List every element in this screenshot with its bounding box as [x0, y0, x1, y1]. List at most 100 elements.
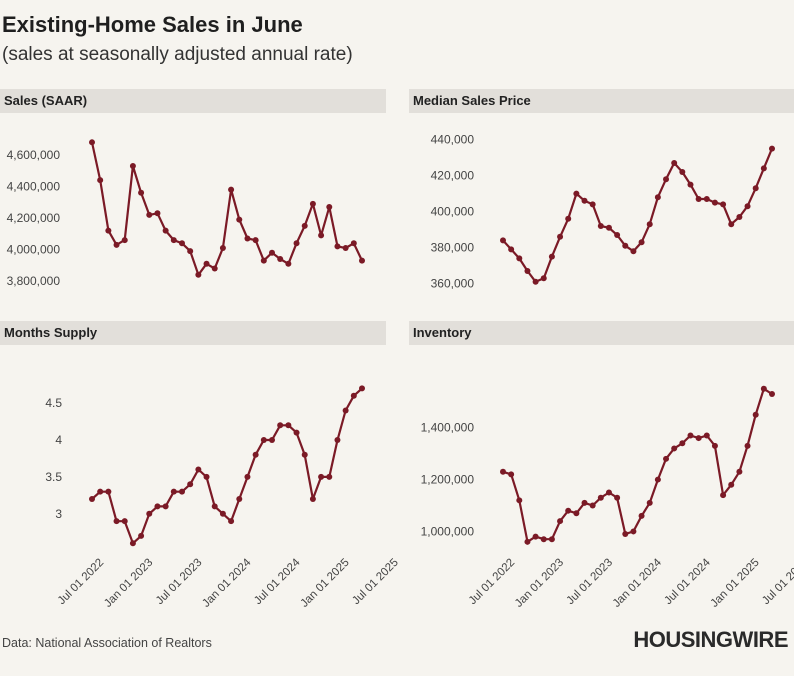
- data-point: [97, 488, 104, 495]
- data-point: [334, 243, 341, 250]
- data-point: [309, 200, 316, 207]
- y-tick-label: 4,200,000: [7, 211, 61, 225]
- panel-title-months-supply: Months Supply: [0, 321, 386, 345]
- sales-chart: 3,800,000 4,000,000 4,200,000 4,400,000 4,60…: [7, 139, 365, 288]
- data-point: [500, 468, 506, 475]
- y-tick-label: 400,000: [431, 205, 475, 219]
- data-point: [516, 497, 523, 504]
- y-tick-label: 440,000: [431, 133, 475, 147]
- data-point: [516, 255, 523, 262]
- data-point: [129, 540, 136, 547]
- data-point: [679, 440, 686, 447]
- data-point: [540, 275, 547, 282]
- data-point: [203, 260, 210, 267]
- data-point: [769, 145, 775, 152]
- data-point: [309, 496, 316, 503]
- x-tick-label: Jul 01 2022: [467, 557, 518, 608]
- data-point: [720, 201, 727, 208]
- chart-title: Existing-Home Sales in June: [2, 12, 303, 37]
- data-point: [581, 499, 588, 506]
- data-point: [597, 223, 604, 229]
- data-point: [138, 189, 145, 196]
- data-point: [129, 162, 136, 169]
- data-point: [752, 185, 759, 192]
- data-point: [195, 466, 202, 473]
- data-point: [219, 510, 226, 517]
- data-point: [252, 237, 259, 244]
- x-tick-label: Jan 01 2024: [611, 556, 665, 610]
- data-point: [138, 532, 145, 539]
- data-point: [260, 257, 267, 264]
- data-point: [195, 271, 202, 278]
- data-point: [350, 240, 357, 247]
- y-tick-label: 380,000: [431, 241, 475, 255]
- data-point: [711, 442, 718, 449]
- data-point: [154, 210, 161, 217]
- data-point: [736, 468, 743, 475]
- data-point: [573, 510, 580, 517]
- panel-title-inventory: Inventory: [409, 321, 794, 345]
- data-point: [211, 265, 218, 272]
- data-point: [285, 260, 292, 267]
- x-tick-label: Jul 01 2023: [154, 557, 205, 608]
- data-point: [557, 233, 564, 240]
- data-point: [318, 473, 325, 480]
- data-point: [760, 165, 767, 172]
- y-tick-label: 360,000: [431, 277, 475, 291]
- data-point: [97, 177, 104, 184]
- series-line: [502, 387, 773, 543]
- data-point: [548, 536, 555, 543]
- data-point: [342, 244, 349, 251]
- data-point: [187, 248, 194, 255]
- data-point: [236, 496, 243, 503]
- data-point: [744, 442, 751, 449]
- data-point: [524, 268, 531, 274]
- data-point: [293, 240, 300, 247]
- data-point: [687, 432, 694, 439]
- data-point: [326, 473, 333, 480]
- data-point: [121, 237, 128, 244]
- series-line: [91, 387, 363, 545]
- data-point: [679, 169, 686, 175]
- data-point: [565, 507, 572, 514]
- data-point: [500, 237, 506, 244]
- data-point: [671, 445, 678, 452]
- data-point: [342, 407, 349, 414]
- series-line: [90, 142, 363, 276]
- data-point: [113, 241, 120, 248]
- data-point: [269, 249, 275, 256]
- data-point: [162, 227, 169, 234]
- y-tick-label: 3: [55, 507, 62, 521]
- data-point: [671, 160, 678, 166]
- data-point: [334, 437, 341, 444]
- data-point: [228, 518, 235, 525]
- data-point: [703, 196, 710, 202]
- y-tick-label: 4.5: [45, 396, 62, 410]
- data-point: [301, 451, 308, 458]
- data-point: [301, 222, 308, 229]
- data-point: [219, 244, 226, 251]
- data-point: [573, 190, 580, 197]
- data-point: [744, 203, 751, 210]
- data-point: [203, 473, 210, 480]
- data-point: [752, 411, 759, 418]
- data-point: [236, 216, 243, 223]
- data-point: [244, 473, 251, 480]
- x-tick-label: Jul 01 2025: [760, 557, 794, 608]
- x-tick-label: Jul 01 2025: [350, 557, 401, 608]
- data-point: [252, 451, 259, 458]
- data-point: [654, 476, 661, 483]
- data-point: [695, 196, 702, 202]
- data-point: [630, 248, 637, 255]
- data-point: [162, 503, 169, 510]
- y-tick-label: 4,600,000: [7, 148, 61, 162]
- median-price-panel: Median Sales Price 360,000 380,000 400,000…: [409, 89, 794, 304]
- months-supply-panel: Months Supply 3 3.5 4 4.5 Jul 01 2022 Jan 01 …: [0, 321, 401, 621]
- data-point: [350, 392, 357, 399]
- y-tick-label: 1,200,000: [421, 473, 475, 487]
- data-point: [548, 253, 555, 260]
- panel-title-median-price: Median Sales Price: [409, 89, 794, 113]
- data-point: [113, 518, 120, 525]
- data-point: [532, 278, 539, 285]
